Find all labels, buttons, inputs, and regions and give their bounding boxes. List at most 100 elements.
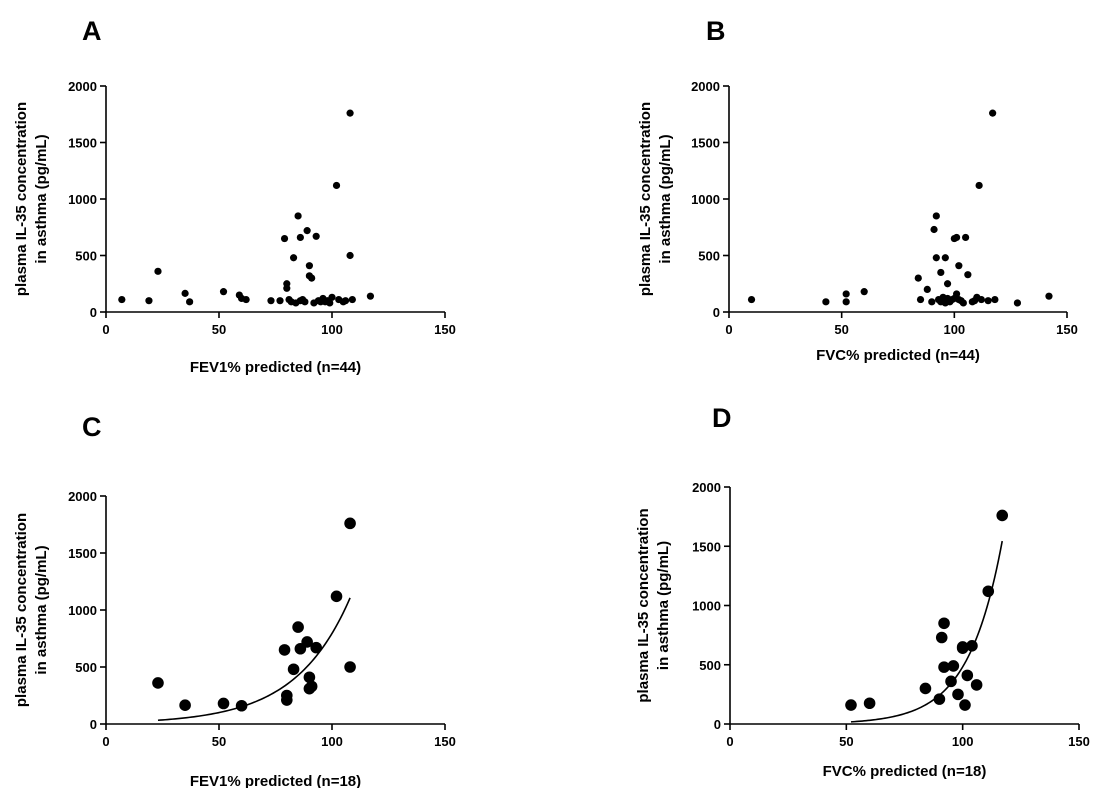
data-point bbox=[914, 274, 922, 282]
y-tick-label: 0 bbox=[713, 305, 720, 320]
data-point bbox=[937, 268, 945, 277]
data-point bbox=[341, 297, 350, 305]
data-point bbox=[287, 663, 300, 676]
x-tick-label: 0 bbox=[102, 322, 109, 337]
data-point bbox=[219, 288, 228, 296]
data-point bbox=[289, 254, 298, 262]
x-tick-label: 0 bbox=[102, 734, 109, 749]
y-axis-title-line: plasma IL-35 concentration bbox=[13, 102, 30, 296]
data-point bbox=[952, 233, 961, 242]
x-tick-label: 150 bbox=[434, 734, 456, 749]
data-point bbox=[332, 181, 341, 190]
panel-letter: C bbox=[82, 412, 102, 442]
x-axis-title: FVC% predicted (n=18) bbox=[823, 763, 987, 780]
data-point bbox=[938, 661, 950, 673]
y-tick-label: 2000 bbox=[691, 79, 720, 94]
y-tick-label: 1500 bbox=[691, 136, 720, 151]
y-tick-label: 1500 bbox=[68, 136, 97, 151]
data-point bbox=[822, 298, 830, 306]
x-tick-label: 150 bbox=[434, 322, 456, 337]
data-point bbox=[842, 290, 850, 298]
data-point bbox=[217, 697, 230, 710]
y-tick-label: 1000 bbox=[691, 192, 720, 207]
data-point bbox=[930, 225, 938, 234]
data-point bbox=[964, 271, 972, 279]
y-axis-title-line: plasma IL-35 concentration bbox=[13, 513, 30, 707]
y-axis-title-line: in asthma (pg/mL) bbox=[655, 541, 672, 670]
x-axis-title: FEV1% predicted (n=18) bbox=[190, 773, 361, 788]
chart-panel-d: D 0 500 1000 1500 2000 0 50 100 150 FVC% predicted… bbox=[635, 403, 1090, 780]
data-point bbox=[344, 517, 356, 530]
data-point bbox=[278, 644, 291, 656]
data-point bbox=[317, 298, 325, 306]
data-point bbox=[181, 289, 189, 297]
data-point bbox=[299, 295, 307, 304]
fit-curve bbox=[850, 540, 1004, 723]
x-tick-label: 100 bbox=[321, 322, 343, 337]
x-tick-label: 50 bbox=[212, 322, 226, 337]
data-point bbox=[308, 274, 316, 282]
chart-panel-a: A 0 500 1000 1500 2000 0 50 100 150 FEV1% predicte… bbox=[13, 16, 456, 376]
data-point bbox=[344, 661, 356, 673]
data-point bbox=[845, 699, 857, 711]
data-point bbox=[310, 641, 322, 654]
data-point bbox=[943, 280, 952, 288]
data-point bbox=[916, 295, 925, 304]
x-tick-label: 0 bbox=[725, 322, 732, 337]
data-point bbox=[283, 284, 291, 292]
x-tick-label: 50 bbox=[834, 322, 848, 337]
data-point bbox=[941, 254, 949, 262]
data-point bbox=[952, 688, 964, 701]
x-axis-title: FVC% predicted (n=44) bbox=[816, 347, 980, 364]
y-tick-label: 500 bbox=[698, 249, 720, 264]
data-point bbox=[186, 298, 194, 306]
y-tick-label: 1500 bbox=[68, 546, 97, 561]
data-point bbox=[935, 631, 948, 644]
data-point bbox=[842, 298, 850, 306]
y-tick-label: 1000 bbox=[68, 192, 97, 207]
data-point bbox=[939, 293, 947, 301]
data-point bbox=[932, 254, 940, 262]
data-point bbox=[179, 699, 191, 711]
data-point bbox=[1013, 299, 1022, 307]
x-axis-title: FEV1% predicted (n=44) bbox=[190, 359, 361, 376]
y-axis-title-line: in asthma (pg/mL) bbox=[657, 134, 674, 263]
y-axis-title-line: plasma IL-35 concentration bbox=[637, 102, 654, 296]
data-point bbox=[280, 234, 289, 243]
y-tick-label: 0 bbox=[714, 717, 721, 732]
y-tick-label: 0 bbox=[90, 717, 97, 732]
data-point bbox=[982, 585, 995, 598]
data-point bbox=[984, 297, 992, 305]
x-tick-label: 100 bbox=[943, 322, 965, 337]
data-point bbox=[938, 617, 950, 630]
data-point bbox=[281, 694, 293, 706]
data-point bbox=[970, 679, 983, 691]
y-tick-label: 1000 bbox=[68, 603, 97, 618]
y-tick-label: 2000 bbox=[68, 79, 97, 94]
x-tick-label: 150 bbox=[1056, 322, 1078, 337]
fit-curve bbox=[157, 597, 351, 722]
data-point bbox=[154, 267, 162, 275]
data-point bbox=[328, 293, 336, 301]
panel-letter: B bbox=[706, 16, 726, 46]
data-point bbox=[932, 212, 940, 220]
y-tick-label: 2000 bbox=[68, 489, 97, 504]
data-point bbox=[747, 295, 756, 304]
chart-panel-b: B 0 500 1000 1500 2000 0 50 100 150 FVC% predicted… bbox=[637, 16, 1078, 364]
data-point bbox=[947, 660, 960, 672]
data-point bbox=[928, 298, 936, 306]
chart-panel-c: C 0 500 1000 1500 2000 0 50 100 150 FEV1% predicte… bbox=[13, 412, 456, 788]
data-point bbox=[276, 297, 284, 305]
data-point bbox=[966, 639, 978, 652]
data-point bbox=[933, 693, 946, 705]
data-point bbox=[975, 181, 983, 190]
data-point bbox=[348, 295, 356, 304]
panel-letter: D bbox=[712, 403, 732, 433]
y-tick-label: 500 bbox=[699, 658, 721, 673]
data-point bbox=[330, 590, 343, 603]
data-point bbox=[118, 295, 126, 304]
y-tick-label: 500 bbox=[75, 249, 97, 264]
y-axis-title-line: in asthma (pg/mL) bbox=[33, 545, 50, 674]
data-point bbox=[860, 288, 868, 296]
data-point bbox=[863, 697, 876, 710]
